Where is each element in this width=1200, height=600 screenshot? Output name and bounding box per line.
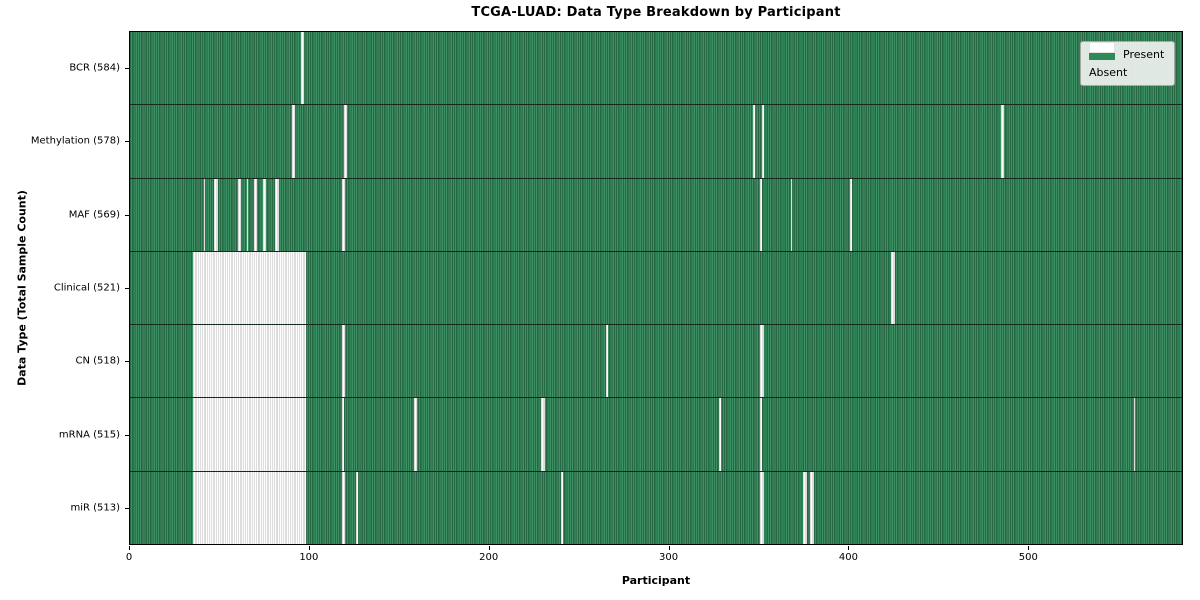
- legend: Present Absent: [1080, 41, 1176, 86]
- y-tick-label: Methylation (578): [30, 135, 120, 147]
- absent-segment: [413, 398, 418, 471]
- absent-segment: [810, 471, 814, 544]
- x-tick-label: 0: [125, 552, 133, 563]
- absent-segment: [237, 178, 242, 251]
- absent-segment: [192, 398, 306, 471]
- x-tick-label: 300: [659, 552, 679, 563]
- absent-segment: [192, 471, 306, 544]
- x-tick-mark: [848, 546, 850, 550]
- x-axis-label: Participant: [621, 574, 691, 587]
- x-tick-mark: [1028, 546, 1030, 550]
- absent-segment: [761, 105, 764, 178]
- heatmap-row-bcr: [130, 32, 1182, 106]
- absent-segment: [253, 178, 258, 251]
- absent-segment: [760, 398, 762, 471]
- y-tick-mark: [125, 288, 129, 289]
- absent-segment: [1000, 105, 1005, 178]
- absent-segment: [192, 325, 306, 398]
- absent-segment: [275, 178, 279, 251]
- absent-segment: [752, 105, 755, 178]
- y-tick-mark: [125, 508, 129, 510]
- absent-segment: [343, 105, 348, 178]
- y-tick-label: mRNA (515): [58, 429, 120, 441]
- heatmap-row-mir: [130, 471, 1182, 544]
- heatmap-row-methylation: [130, 105, 1182, 179]
- absent-segment: [891, 251, 895, 325]
- x-tick-mark: [488, 546, 490, 550]
- absent-segment: [718, 398, 721, 471]
- y-tick-label: CN (518): [75, 355, 120, 367]
- x-tick-mark: [308, 546, 310, 550]
- legend-label-absent: Absent: [1089, 66, 1128, 79]
- absent-segment: [760, 178, 762, 251]
- absent-segment: [214, 178, 218, 251]
- absent-segment: [192, 251, 306, 325]
- heatmap-row-clinical: [130, 251, 1182, 326]
- absent-segment: [203, 178, 206, 251]
- absent-segment: [341, 398, 344, 471]
- x-tick-label: 100: [299, 552, 319, 563]
- heatmap-row-maf: [130, 178, 1182, 252]
- absent-segment: [300, 32, 305, 105]
- absent-segment: [341, 178, 346, 251]
- absent-segment: [849, 178, 852, 251]
- x-tick-label: 200: [479, 552, 499, 563]
- y-tick-label: Clinical (521): [53, 282, 120, 294]
- y-tick-mark: [125, 214, 129, 216]
- absent-segment: [246, 178, 249, 251]
- x-tick-label: 500: [1018, 552, 1038, 563]
- absent-swatch-icon: [1089, 42, 1115, 53]
- x-tick-label: 400: [838, 552, 858, 563]
- heatmap-row-cn: [130, 325, 1182, 399]
- x-tick-mark: [668, 546, 670, 550]
- present-swatch-icon: [1089, 49, 1115, 60]
- legend-label-present: Present: [1123, 48, 1165, 61]
- absent-segment: [790, 178, 793, 251]
- absent-segment: [760, 471, 764, 544]
- y-tick-label: BCR (584): [69, 62, 120, 74]
- absent-segment: [341, 325, 346, 398]
- legend-item-present: Present: [1089, 48, 1164, 61]
- y-tick-mark: [125, 141, 129, 143]
- y-tick-label: MAF (569): [68, 209, 120, 221]
- absent-segment: [262, 178, 267, 251]
- y-tick-label: miR (513): [70, 502, 120, 514]
- absent-segment: [605, 325, 608, 398]
- absent-segment: [341, 471, 346, 544]
- absent-segment: [1133, 398, 1136, 471]
- x-tick-mark: [129, 546, 130, 550]
- heatmap-row-mrna: [130, 398, 1182, 472]
- absent-segment: [356, 471, 358, 544]
- chart-title: TCGA-LUAD: Data Type Breakdown by Partic…: [471, 5, 841, 20]
- absent-segment: [291, 105, 296, 178]
- y-tick-mark: [125, 434, 129, 436]
- legend-item-absent: Absent: [1089, 42, 1164, 79]
- absent-segment: [560, 471, 563, 544]
- y-tick-mark: [125, 67, 129, 69]
- y-tick-mark: [125, 361, 129, 363]
- absent-segment: [541, 398, 545, 471]
- absent-segment: [803, 471, 807, 544]
- absent-segment: [760, 325, 764, 398]
- plot-area: [129, 31, 1183, 545]
